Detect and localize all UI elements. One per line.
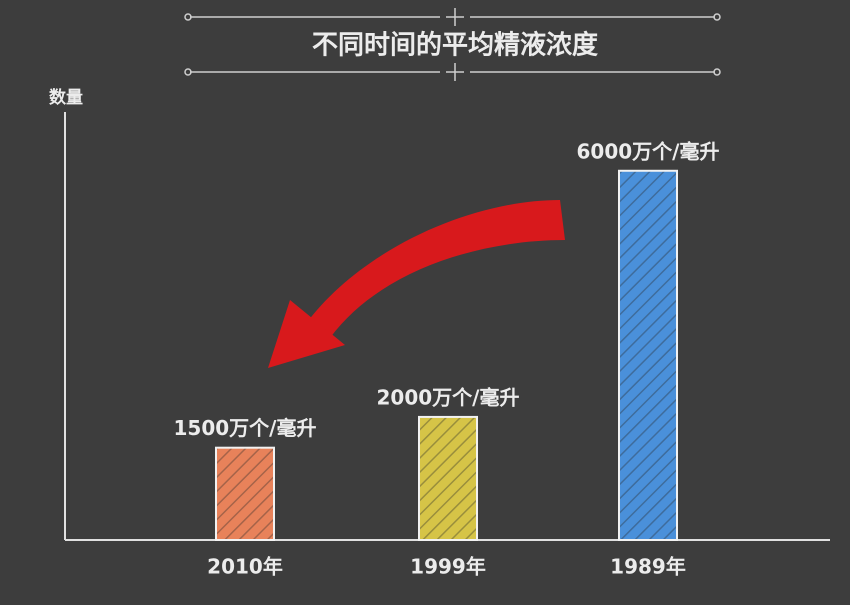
x-tick-label: 1989年 [610,555,686,579]
bar [418,415,478,541]
value-label: 1500万个/毫升 [174,416,317,440]
x-tick-label: 1999年 [410,555,486,579]
value-label: 2000万个/毫升 [377,385,520,409]
value-label: 6000万个/毫升 [577,139,720,163]
x-tick-label: 2010年 [207,555,283,579]
bar [618,169,678,541]
y-axis-label: 数量 [49,87,83,108]
chart-title: 不同时间的平均精液浓度 [312,30,598,61]
bar [215,446,275,542]
red-arrow [268,200,565,368]
title-ornament [184,8,721,81]
